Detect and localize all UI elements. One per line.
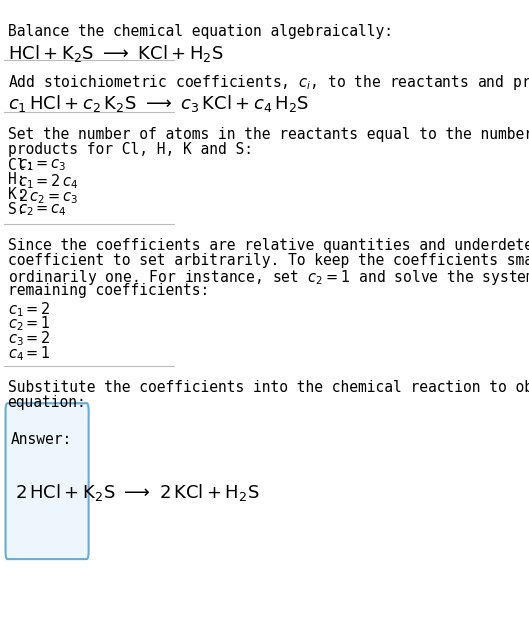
Text: $c_1 = 2\,c_4$: $c_1 = 2\,c_4$ bbox=[18, 172, 79, 191]
Text: $c_4 = 1$: $c_4 = 1$ bbox=[7, 344, 50, 363]
Text: $\mathrm{HCl + K_2S \ \longrightarrow \ KCl + H_2S}$: $\mathrm{HCl + K_2S \ \longrightarrow \ … bbox=[7, 43, 223, 63]
FancyBboxPatch shape bbox=[5, 403, 89, 559]
Text: H:: H: bbox=[7, 172, 25, 187]
Text: Answer:: Answer: bbox=[11, 432, 72, 447]
Text: Substitute the coefficients into the chemical reaction to obtain the balanced: Substitute the coefficients into the che… bbox=[7, 380, 529, 395]
Text: $c_1 = 2$: $c_1 = 2$ bbox=[7, 300, 50, 319]
Text: ordinarily one. For instance, set $c_2 = 1$ and solve the system of equations fo: ordinarily one. For instance, set $c_2 =… bbox=[7, 268, 529, 287]
Text: Add stoichiometric coefficients, $c_i$, to the reactants and products:: Add stoichiometric coefficients, $c_i$, … bbox=[7, 73, 529, 92]
Text: Since the coefficients are relative quantities and underdetermined, choose a: Since the coefficients are relative quan… bbox=[7, 238, 529, 253]
Text: remaining coefficients:: remaining coefficients: bbox=[7, 283, 209, 298]
Text: Set the number of atoms in the reactants equal to the number of atoms in the: Set the number of atoms in the reactants… bbox=[7, 127, 529, 142]
Text: $2\,c_2 = c_3$: $2\,c_2 = c_3$ bbox=[18, 187, 78, 206]
Text: $2\,\mathrm{HCl} + \mathrm{K_2S} \ \longrightarrow \ 2\,\mathrm{KCl} + \mathrm{H: $2\,\mathrm{HCl} + \mathrm{K_2S} \ \long… bbox=[15, 482, 260, 503]
Text: Cl:: Cl: bbox=[7, 157, 34, 172]
Text: coefficient to set arbitrarily. To keep the coefficients small, the arbitrary va: coefficient to set arbitrarily. To keep … bbox=[7, 253, 529, 268]
Text: K:: K: bbox=[7, 187, 25, 203]
Text: $c_1\,\mathrm{HCl} + c_2\,\mathrm{K_2S} \ \longrightarrow \ c_3\,\mathrm{KCl} + : $c_1\,\mathrm{HCl} + c_2\,\mathrm{K_2S} … bbox=[7, 93, 308, 114]
Text: Balance the chemical equation algebraically:: Balance the chemical equation algebraica… bbox=[7, 24, 393, 39]
Text: $c_2 = 1$: $c_2 = 1$ bbox=[7, 315, 50, 334]
Text: S:: S: bbox=[7, 202, 25, 217]
Text: $c_1 = c_3$: $c_1 = c_3$ bbox=[18, 157, 67, 173]
Text: $c_2 = c_4$: $c_2 = c_4$ bbox=[18, 202, 67, 218]
Text: equation:: equation: bbox=[7, 394, 86, 409]
Text: $c_3 = 2$: $c_3 = 2$ bbox=[7, 330, 50, 348]
Text: products for Cl, H, K and S:: products for Cl, H, K and S: bbox=[7, 142, 252, 157]
